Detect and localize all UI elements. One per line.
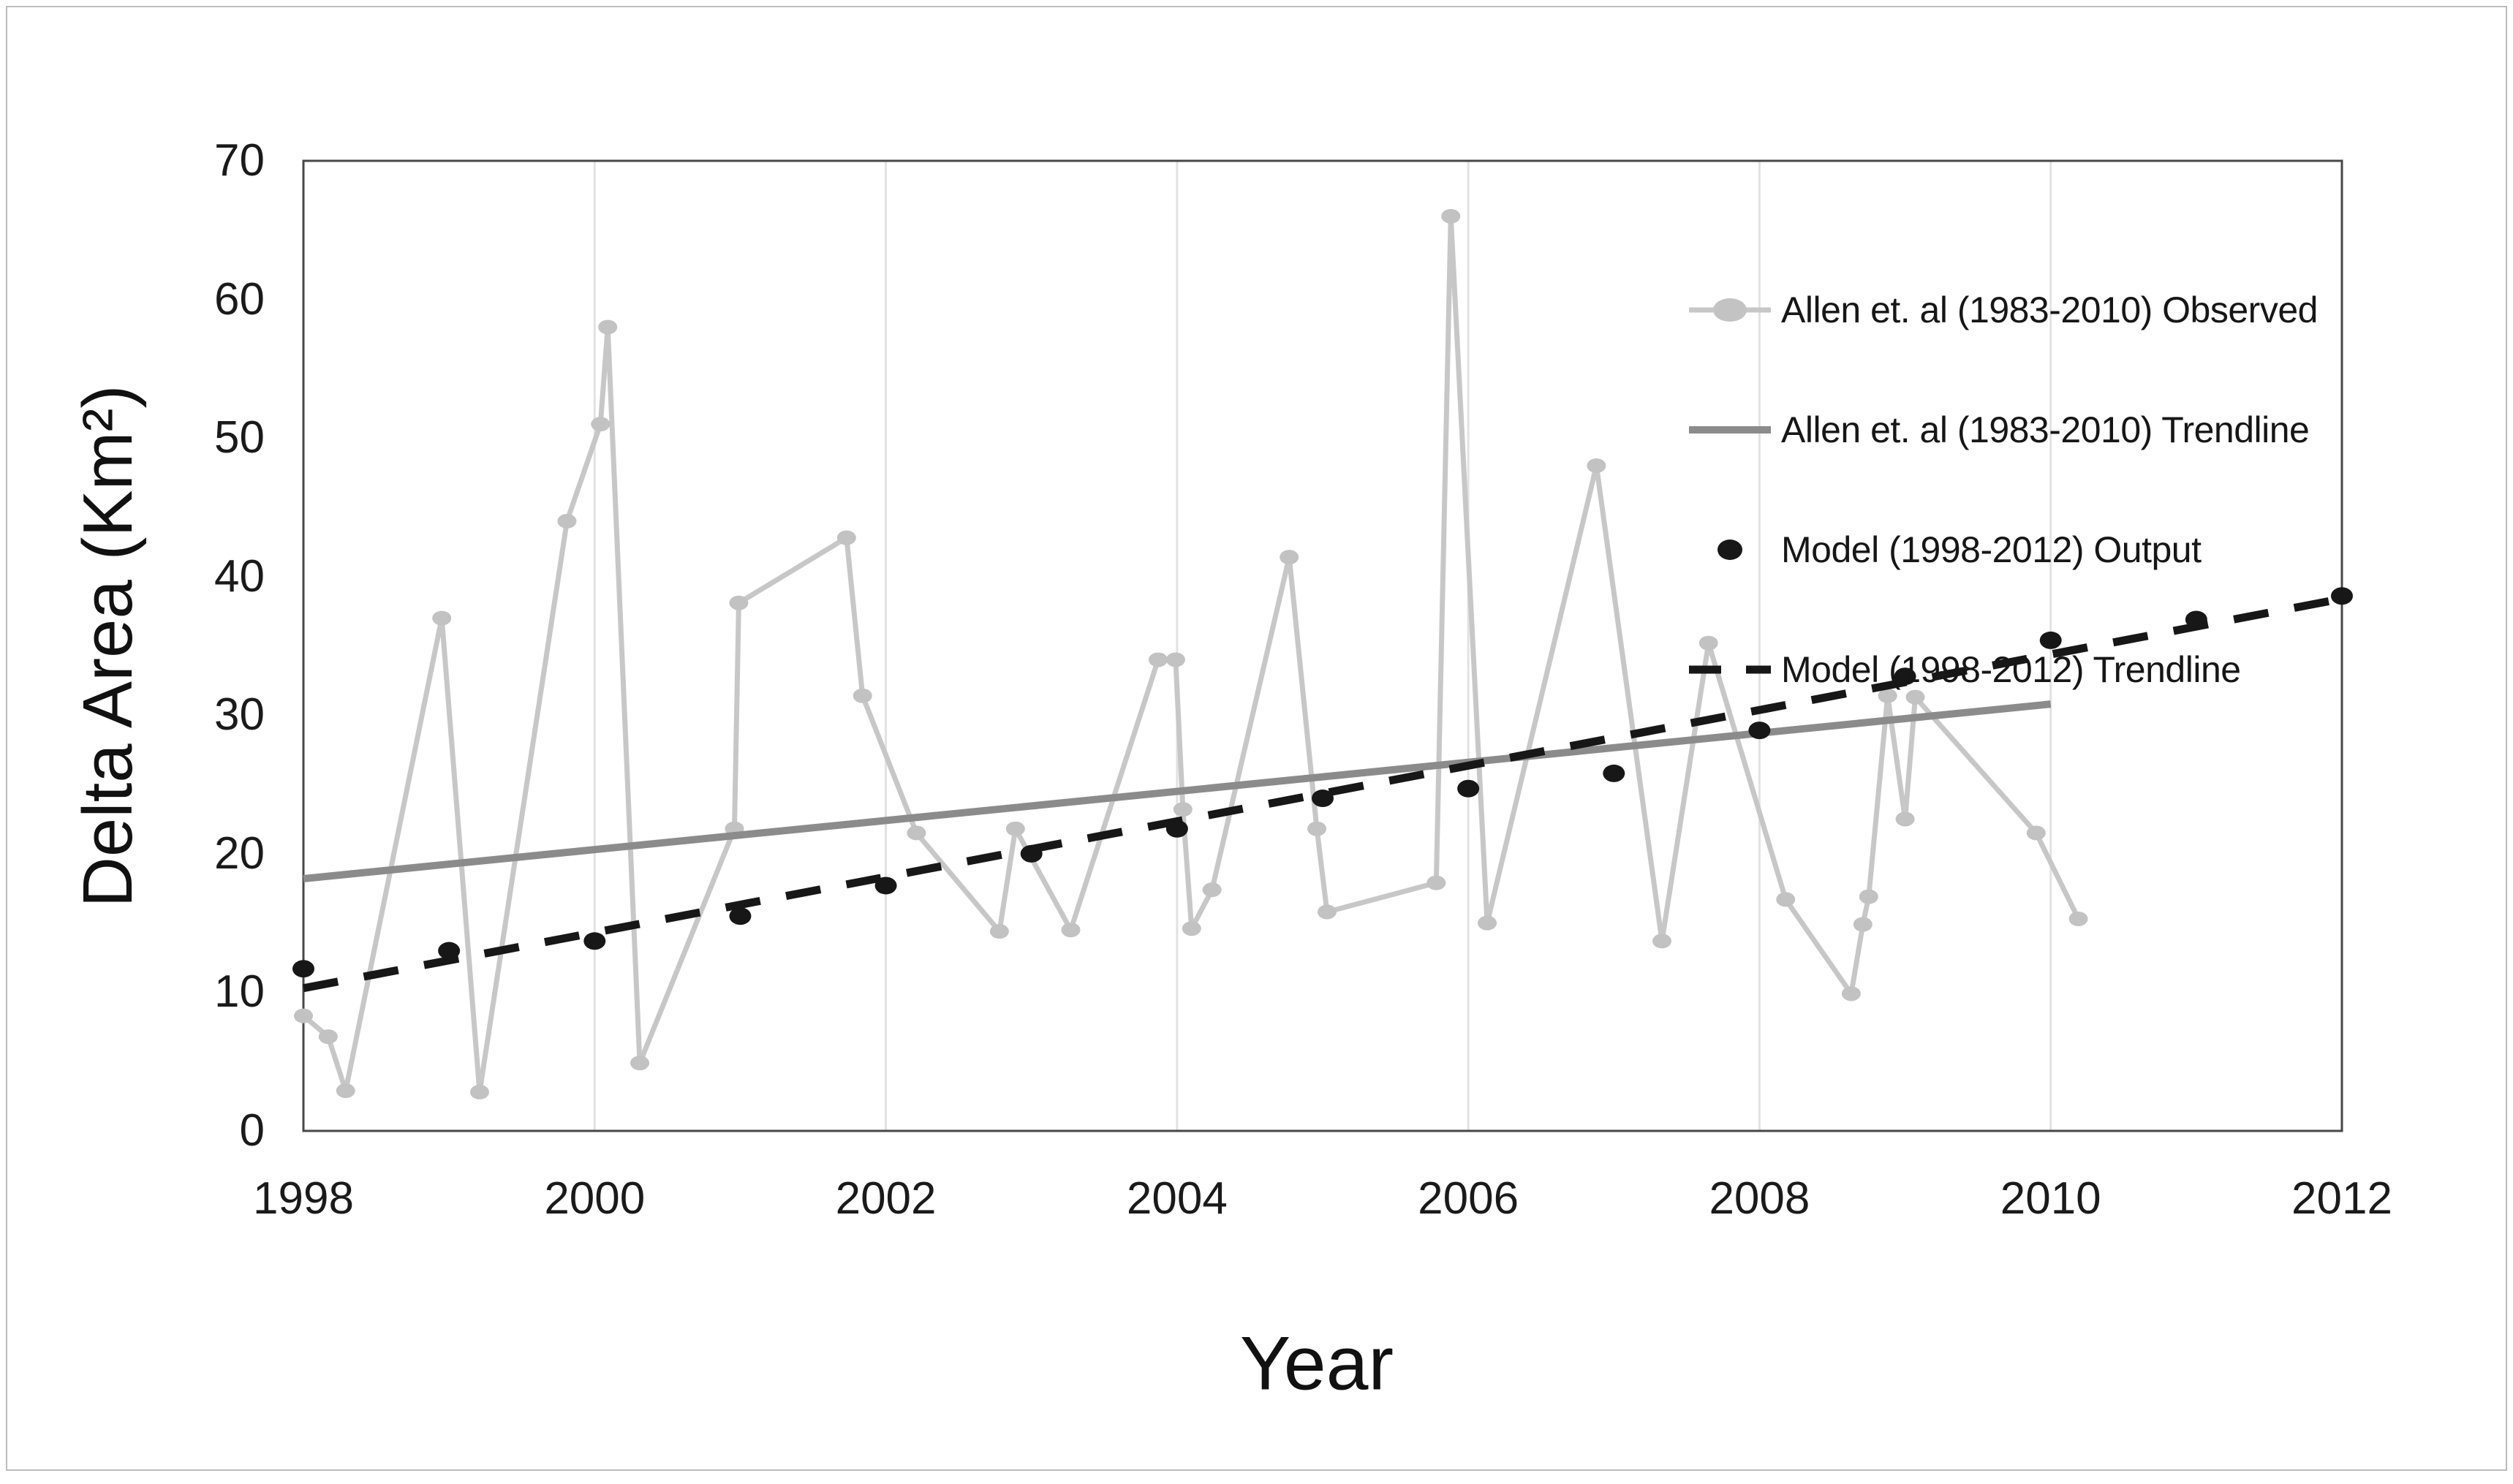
data-point-allen-observed — [989, 924, 1009, 939]
y-axis-title: Delta Area (Km²) — [69, 385, 147, 907]
legend-row-allen-trendline: Allen et. al (1983-2010) Trendline — [1689, 370, 2318, 490]
data-point-allen-observed — [294, 1008, 313, 1023]
data-point-allen-observed — [318, 1029, 338, 1045]
data-point-model-output — [1603, 764, 1625, 782]
data-point-allen-observed — [1698, 635, 1718, 651]
data-point-model-output — [583, 932, 606, 950]
data-point-allen-observed — [853, 688, 872, 703]
data-point-allen-observed — [1905, 689, 1925, 705]
data-point-allen-observed — [1853, 917, 1873, 932]
data-point-allen-observed — [432, 610, 452, 626]
data-point-allen-observed — [336, 1083, 355, 1099]
legend-label: Allen et. al (1983-2010) Observed — [1781, 289, 2318, 330]
data-point-allen-observed — [598, 319, 618, 335]
legend-row-observed: Allen et. al (1983-2010) Observed — [1689, 250, 2318, 370]
series-allen-observed — [294, 208, 2088, 1099]
data-point-allen-observed — [1841, 986, 1861, 1002]
y-tick-label: 70 — [214, 135, 265, 186]
data-point-model-output — [292, 960, 314, 978]
x-tick-label: 2012 — [2291, 1173, 2392, 1224]
data-point-allen-observed — [1165, 652, 1185, 667]
legend-label: Model (1998-2012) Output — [1781, 529, 2202, 570]
data-point-allen-observed — [1307, 821, 1327, 836]
y-tick-label: 30 — [214, 689, 265, 741]
x-tick-label: 2000 — [544, 1173, 646, 1224]
data-point-model-output — [2039, 631, 2062, 649]
y-tick-label: 60 — [214, 273, 265, 325]
data-point-model-output — [1165, 819, 1188, 838]
data-point-allen-observed — [1441, 208, 1461, 224]
data-point-model-output — [2185, 610, 2207, 629]
data-point-allen-observed — [1182, 921, 1201, 936]
series-model-trendline — [302, 594, 2343, 993]
data-point-allen-observed — [1173, 802, 1193, 817]
data-point-model-output — [729, 907, 752, 925]
legend-swatch-black-dash-icon — [1689, 648, 1771, 692]
x-tick-label: 2006 — [1418, 1173, 1519, 1224]
data-point-allen-observed — [1478, 915, 1497, 931]
data-point-allen-observed — [1317, 904, 1337, 920]
data-point-allen-observed — [1426, 875, 1446, 890]
legend-swatch-observed-line-marker-icon — [1689, 288, 1771, 332]
data-point-allen-observed — [630, 1056, 650, 1071]
data-point-allen-observed — [907, 825, 926, 841]
y-tick-label: 20 — [214, 828, 265, 879]
x-tick-label: 2004 — [1126, 1173, 1228, 1224]
y-tick-label: 0 — [239, 1105, 265, 1156]
data-point-allen-observed — [1280, 550, 1299, 565]
data-point-allen-observed — [557, 513, 577, 529]
y-tick-label: 10 — [214, 966, 265, 1018]
data-point-model-output — [1312, 790, 1334, 808]
data-point-model-output — [1020, 844, 1043, 863]
series-model-output — [292, 587, 2353, 978]
legend-swatch-black-dot-icon — [1689, 528, 1771, 572]
data-point-allen-observed — [836, 530, 856, 545]
data-point-allen-observed — [1895, 811, 1915, 827]
chart-canvas — [292, 159, 2353, 1132]
x-tick-label: 1998 — [253, 1173, 354, 1224]
data-point-allen-observed — [1061, 923, 1081, 938]
data-point-model-output — [1894, 667, 1916, 686]
data-point-allen-observed — [1148, 652, 1168, 667]
data-point-allen-observed — [1587, 458, 1606, 474]
data-point-allen-observed — [1878, 688, 1897, 703]
data-point-allen-observed — [469, 1084, 489, 1099]
x-tick-label: 2008 — [1709, 1173, 1810, 1224]
y-tick-label: 40 — [214, 550, 265, 602]
legend-label: Model (1998-2012) Trendline — [1781, 649, 2241, 690]
chart-legend: Allen et. al (1983-2010) Observed Allen … — [1689, 250, 2318, 730]
data-point-model-output — [1457, 779, 1480, 798]
legend-row-model-output: Model (1998-2012) Output — [1689, 490, 2318, 610]
data-point-allen-observed — [591, 417, 611, 432]
y-tick-label: 50 — [214, 412, 265, 463]
data-point-allen-observed — [729, 595, 749, 610]
data-point-model-output — [438, 942, 461, 960]
plot-border — [302, 159, 2343, 1132]
legend-label: Allen et. al (1983-2010) Trendline — [1781, 409, 2310, 450]
legend-row-model-trendline: Model (1998-2012) Trendline — [1689, 610, 2318, 730]
x-tick-label: 2010 — [2000, 1173, 2101, 1224]
data-point-allen-observed — [2068, 911, 2088, 926]
data-point-allen-observed — [1202, 882, 1222, 898]
data-point-allen-observed — [2026, 825, 2046, 841]
data-point-model-output — [2331, 587, 2353, 605]
legend-swatch-gray-line-icon — [1689, 408, 1771, 452]
data-point-allen-observed — [1005, 821, 1025, 836]
data-point-model-output — [874, 877, 897, 895]
x-tick-label: 2002 — [835, 1173, 937, 1224]
data-point-allen-observed — [1652, 934, 1672, 949]
figure-frame: 0 10 20 30 40 50 60 70 1998 2000 2002 20… — [6, 6, 2507, 1471]
data-point-allen-observed — [1776, 892, 1796, 907]
data-point-allen-observed — [1859, 889, 1878, 904]
data-point-model-output — [1748, 722, 1771, 740]
x-axis-title: Year — [1239, 1321, 1394, 1407]
